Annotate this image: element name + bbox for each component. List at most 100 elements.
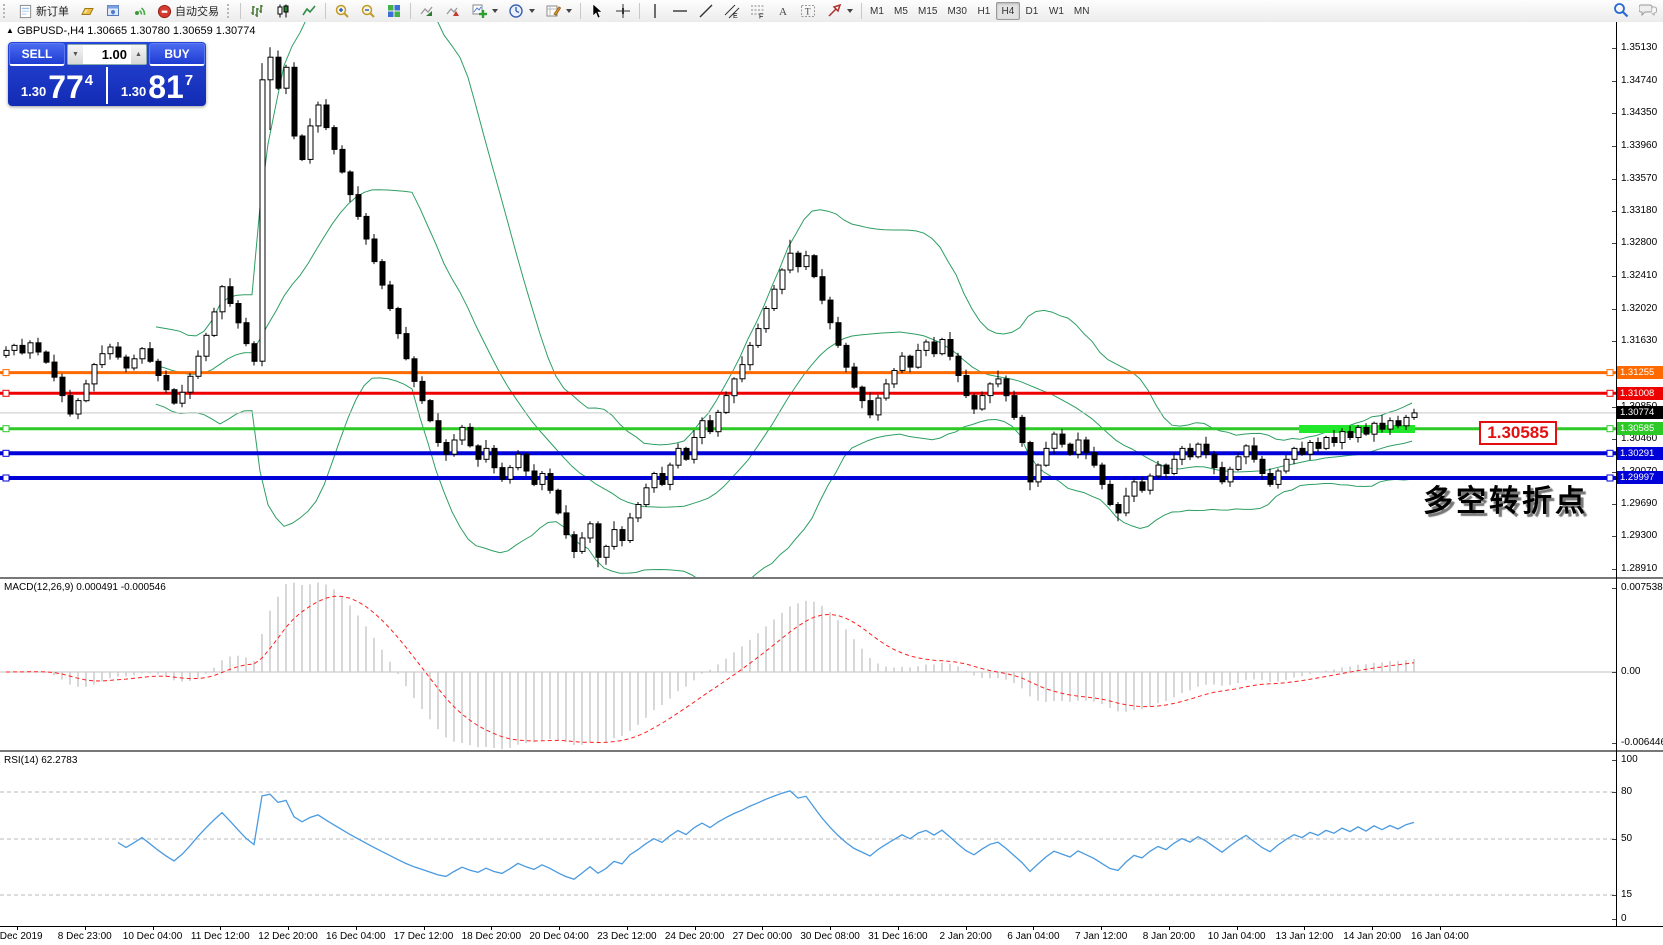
timeframe-m5-button[interactable]: M5 <box>889 2 913 20</box>
time-label: 31 Dec 16:00 <box>868 931 928 942</box>
price-tick <box>1612 178 1616 180</box>
time-tick <box>965 927 967 930</box>
time-tick <box>288 927 290 930</box>
rsi-canvas[interactable] <box>0 752 1616 926</box>
timeframe-h4-button[interactable]: H4 <box>995 2 1020 20</box>
sell-button[interactable]: SELL <box>9 43 65 66</box>
zoom-out-button[interactable] <box>355 1 381 21</box>
trendline-button[interactable] <box>693 1 719 21</box>
timeframe-m1-button[interactable]: M1 <box>865 2 889 20</box>
price-tick-label: 1.30070 <box>1621 466 1657 477</box>
timeframe-d1-button[interactable]: D1 <box>1020 2 1044 20</box>
equidistant-channel-button[interactable]: E <box>719 1 745 21</box>
timeframe-h1-button[interactable]: H1 <box>972 2 996 20</box>
timeframe-w1-button[interactable]: W1 <box>1044 2 1069 20</box>
chart-ohlc-values: 1.30665 1.30780 1.30659 1.30774 <box>87 25 256 37</box>
horizontal-level-line-1.31255[interactable] <box>0 369 1616 377</box>
rsi-tick-label: 100 <box>1621 754 1638 765</box>
line-chart-button[interactable] <box>296 1 322 21</box>
price-tick <box>1612 113 1616 115</box>
time-tick <box>152 927 154 930</box>
horizontal-level-line-1.31008[interactable] <box>0 389 1616 397</box>
rsi-pane[interactable]: RSI(14) 62.2783 100 80 50 15 0 <box>0 752 1663 926</box>
price-tick <box>1612 146 1616 147</box>
price-level-label[interactable]: 1.30585 <box>1479 421 1557 445</box>
macd-pane[interactable]: MACD(12,26,9) 0.000491 -0.000546 0.00753… <box>0 579 1663 750</box>
buy-price[interactable]: 1.30 81 7 <box>106 67 206 104</box>
fibonacci-button[interactable]: F <box>745 1 771 21</box>
horizontal-line-button[interactable] <box>667 1 693 21</box>
arrows-button[interactable] <box>821 1 858 21</box>
buy-button[interactable]: BUY <box>149 43 205 66</box>
rsi-tick <box>1612 792 1616 793</box>
price-tick-label: 1.33180 <box>1621 205 1658 217</box>
pane-splitter[interactable] <box>0 750 1663 752</box>
periods-caret-icon <box>529 9 535 13</box>
chat-icon[interactable] <box>1638 2 1657 21</box>
price-badge-1.29997: 1.29997 <box>1617 471 1663 485</box>
time-axis[interactable]: 5 Dec 2019 8 Dec 23:00 10 Dec 04:00 11 Dec … <box>0 926 1663 945</box>
chart-shift-button[interactable] <box>440 1 466 21</box>
time-label: 2 Jan 20:00 <box>939 931 992 942</box>
candlestick-chart-button[interactable] <box>270 1 296 21</box>
toolbar-grip[interactable] <box>3 4 10 18</box>
volume-increase-button[interactable]: ▲ <box>131 45 146 64</box>
price-tick <box>1612 471 1616 473</box>
text-button[interactable]: A <box>771 1 795 21</box>
svg-text:E: E <box>733 13 738 19</box>
toolbar-grip[interactable] <box>227 4 234 18</box>
time-label: 17 Dec 12:00 <box>393 931 454 942</box>
trendline-icon <box>699 4 713 18</box>
rsi-tick-label: 0 <box>1621 913 1627 924</box>
crosshair-button[interactable] <box>610 1 636 21</box>
timeframe-mn-button[interactable]: MN <box>1069 2 1095 20</box>
main-price-pane[interactable]: 1.35130 1.34740 1.34350 1.33960 1.33570 1.331… <box>0 22 1663 577</box>
horizontal-level-line-1.30291[interactable] <box>0 449 1616 457</box>
buy-price-sup: 7 <box>184 72 194 89</box>
zoom-in-button[interactable] <box>329 1 355 21</box>
timeframe-m15-button[interactable]: M15 <box>913 2 942 20</box>
indicators-button[interactable] <box>466 1 503 21</box>
price-tick-label: 1.33570 <box>1621 172 1658 184</box>
horizontal-level-line-1.29997[interactable] <box>0 474 1616 482</box>
vertical-line-button[interactable] <box>643 1 667 21</box>
templates-button[interactable] <box>540 1 577 21</box>
turning-point-annotation[interactable]: 多空转折点 <box>1423 485 1588 518</box>
metaeditor-button[interactable] <box>74 1 100 21</box>
time-tick <box>355 927 357 930</box>
line-chart-icon <box>302 5 316 16</box>
volume-decrease-button[interactable]: ▼ <box>68 45 83 64</box>
pane-splitter[interactable] <box>0 577 1663 579</box>
periods-button[interactable] <box>503 1 540 21</box>
macd-canvas[interactable] <box>0 579 1616 750</box>
text-label-button[interactable]: T <box>795 1 821 21</box>
macd-tick <box>1612 588 1616 589</box>
auto-trading-button[interactable]: 自动交易 <box>152 1 224 21</box>
profiles-button[interactable] <box>100 1 126 21</box>
bar-chart-button[interactable] <box>244 1 270 21</box>
tile-windows-button[interactable] <box>381 1 407 21</box>
new-order-button[interactable]: 新订单 <box>13 1 74 21</box>
sell-price[interactable]: 1.30 77 4 <box>8 67 106 104</box>
timeframe-m30-button[interactable]: M30 <box>942 2 971 20</box>
price-tick <box>1612 80 1616 82</box>
auto-scroll-button[interactable] <box>414 1 440 21</box>
price-tick-label: 1.32800 <box>1621 237 1658 249</box>
time-tick <box>897 927 899 930</box>
search-icon[interactable] <box>1613 2 1629 21</box>
vertical-line-icon <box>654 4 656 18</box>
macd-tick <box>1612 743 1616 744</box>
price-tick <box>1612 406 1616 408</box>
price-chart-canvas[interactable] <box>0 22 1616 577</box>
periods-clock-icon <box>509 4 523 18</box>
price-tick-label: 1.30850 <box>1621 401 1657 412</box>
signals-button[interactable] <box>126 1 152 21</box>
cursor-button[interactable] <box>584 1 610 21</box>
volume-value[interactable]: 1.00 <box>101 47 127 62</box>
horizontal-line-icon <box>673 10 687 12</box>
svg-text:F: F <box>759 14 763 20</box>
price-badge-1.31255: 1.31255 <box>1617 366 1663 380</box>
time-label: 23 Dec 12:00 <box>597 931 657 942</box>
time-label: 16 Jan 04:00 <box>1411 931 1469 942</box>
time-tick <box>423 927 425 930</box>
